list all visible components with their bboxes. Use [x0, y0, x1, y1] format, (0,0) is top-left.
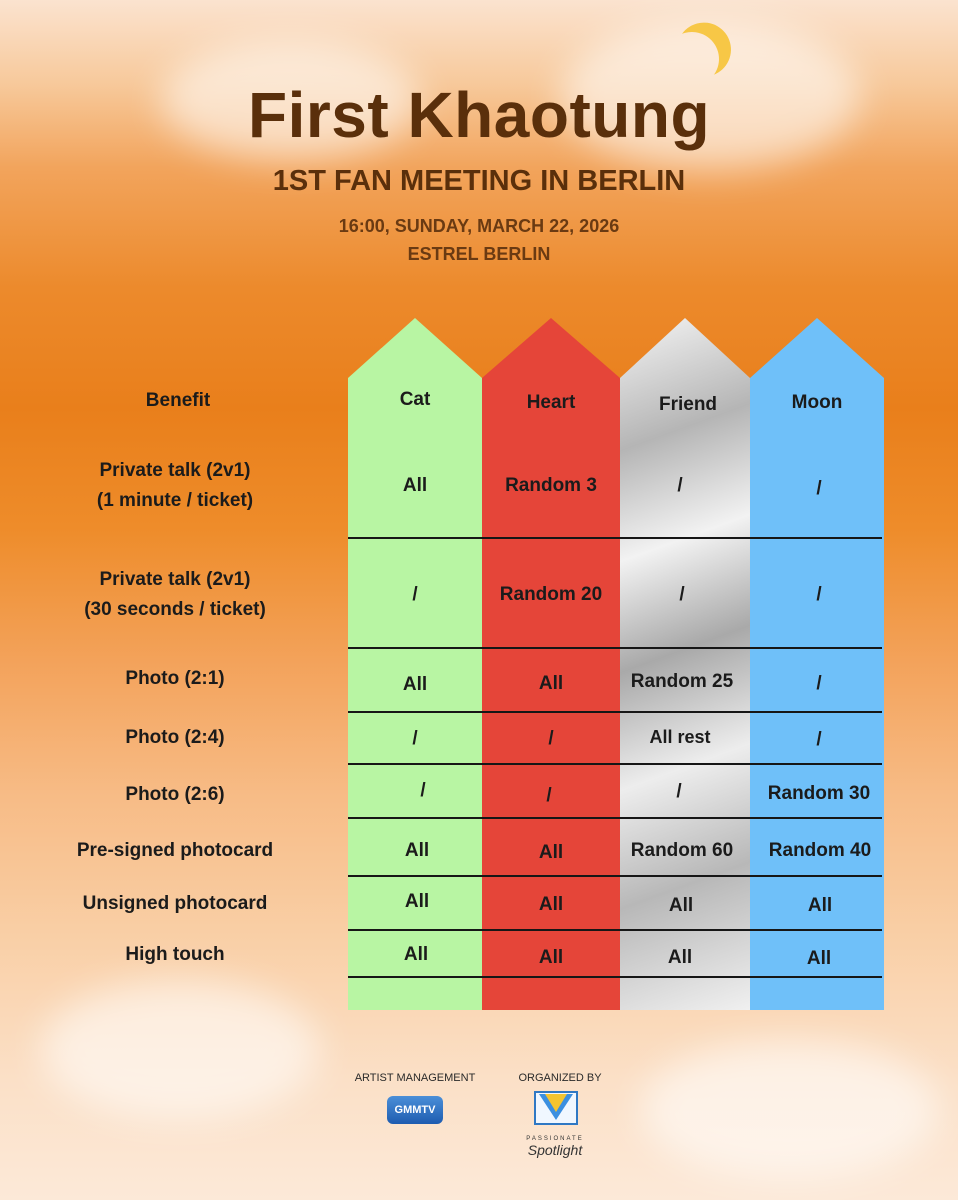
spotlight-logo-small: PASSIONATE — [526, 1136, 584, 1142]
event-venue: ESTREL BERLIN — [407, 244, 551, 264]
table-cell: / — [546, 785, 552, 806]
row-divider — [348, 875, 882, 877]
table-cell: Random 60 — [630, 840, 734, 861]
benefit-label: Pre-signed photocard — [76, 840, 274, 861]
table-cell: / — [816, 729, 822, 750]
tier-header-cat: Cat — [399, 389, 431, 410]
table-cell: All — [807, 895, 833, 916]
organized-by-label: ORGANIZED BY — [518, 1072, 602, 1084]
table-cell: / — [816, 584, 822, 605]
table-cell: / — [816, 673, 822, 694]
benefit-label: Unsigned photocard — [82, 893, 268, 914]
row-divider — [348, 763, 882, 765]
row-divider — [348, 537, 882, 539]
cloud-decoration — [640, 1040, 940, 1180]
table-cell: / — [548, 728, 554, 749]
benefit-label: Photo (2:1) — [125, 668, 225, 689]
table-cell: / — [816, 478, 822, 499]
table-cell: Random 20 — [499, 584, 603, 605]
table-cell: / — [412, 584, 418, 605]
table-cell: All — [403, 944, 429, 965]
gmmtv-logo: GMMTV — [387, 1096, 443, 1124]
benefit-header: Benefit — [145, 390, 211, 411]
benefit-label: Private talk (2v1) (30 seconds / ticket) — [5, 565, 345, 625]
spotlight-logo: PASSIONATE Spotlight — [500, 1136, 610, 1158]
tier-column-moon — [750, 318, 884, 1010]
table-cell: All — [668, 895, 694, 916]
row-divider — [348, 929, 882, 931]
table-cell: All — [538, 673, 564, 694]
tier-header-friend: Friend — [658, 394, 718, 415]
table-cell: All — [667, 947, 693, 968]
table-cell: All — [404, 891, 430, 912]
cloud-decoration — [40, 980, 320, 1120]
table-cell: / — [420, 780, 426, 801]
event-subtitle: 1ST FAN MEETING IN BERLIN — [272, 165, 686, 197]
artist-management-label: ARTIST MANAGEMENT — [354, 1072, 476, 1084]
table-cell: / — [677, 475, 683, 496]
benefit-label-line: Private talk (2v1) — [99, 569, 251, 590]
row-divider — [348, 817, 882, 819]
benefit-label: Photo (2:6) — [125, 784, 225, 805]
table-cell: All — [538, 842, 564, 863]
table-cell: All — [402, 475, 428, 496]
tier-header-heart: Heart — [526, 392, 576, 413]
tier-column-friend — [620, 318, 750, 1010]
benefit-label-line: (30 seconds / ticket) — [84, 599, 266, 620]
table-cell: All — [404, 840, 430, 861]
table-cell: All — [538, 894, 564, 915]
benefit-label: High touch — [125, 944, 225, 965]
benefit-label-line: (1 minute / ticket) — [96, 490, 254, 511]
row-divider — [348, 976, 882, 978]
tier-column-heart — [482, 318, 620, 1010]
event-title: First Khaotung — [247, 79, 711, 151]
table-cell: / — [676, 781, 682, 802]
table-cell: All — [806, 948, 832, 969]
table-cell: Random 3 — [505, 475, 597, 496]
benefit-label-line: Private talk (2v1) — [99, 460, 251, 481]
row-divider — [348, 711, 882, 713]
spotlight-logo-word: Spotlight — [527, 1142, 583, 1158]
table-cell: All — [538, 947, 564, 968]
table-cell: Random 25 — [630, 671, 734, 692]
gmmtv-logo-text: GMMTV — [394, 1104, 436, 1116]
table-cell: All rest — [649, 727, 711, 747]
event-datetime: 16:00, SUNDAY, MARCH 22, 2026 — [338, 216, 620, 236]
cloud-decoration — [560, 20, 860, 170]
table-cell: / — [412, 728, 418, 749]
table-cell: / — [679, 584, 685, 605]
benefit-label: Photo (2:4) — [125, 727, 225, 748]
table-cell: Random 40 — [768, 840, 872, 861]
tier-column-cat — [348, 318, 482, 1010]
table-cell: Random 30 — [767, 783, 871, 804]
tier-header-moon: Moon — [791, 392, 843, 413]
table-cell: All — [402, 674, 428, 695]
organizer-logo-icon — [534, 1091, 578, 1125]
cloud-decoration — [160, 40, 420, 160]
benefit-label: Private talk (2v1) (1 minute / ticket) — [5, 456, 345, 516]
row-divider — [348, 647, 882, 649]
